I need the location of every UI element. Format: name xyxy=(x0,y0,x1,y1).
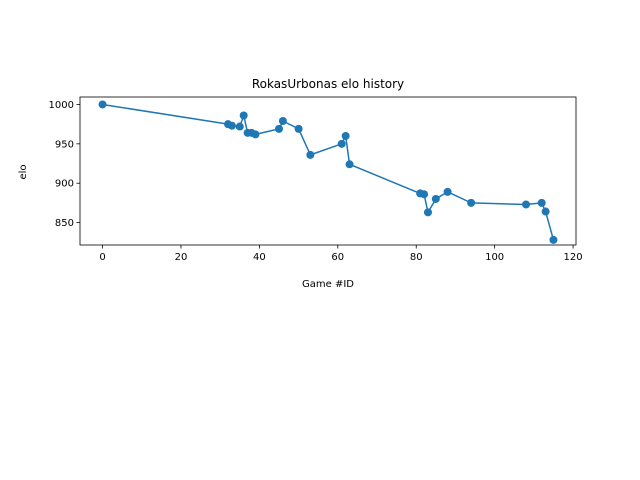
data-point xyxy=(341,131,350,140)
data-point xyxy=(549,235,558,244)
data-point xyxy=(239,111,248,120)
data-point xyxy=(522,200,531,209)
chart-title: RokasUrbonas elo history xyxy=(252,77,404,91)
data-point xyxy=(98,100,107,109)
data-point xyxy=(345,160,354,169)
x-tick-label: 40 xyxy=(253,252,266,263)
y-tick-label: 850 xyxy=(55,218,74,229)
data-point xyxy=(278,117,287,126)
data-point xyxy=(251,130,260,139)
y-tick-label: 1000 xyxy=(49,100,74,111)
data-point xyxy=(294,124,303,133)
y-axis-label: elo xyxy=(18,164,29,179)
x-axis-label: Game #ID xyxy=(302,279,354,290)
data-point xyxy=(443,187,452,196)
y-tick-label: 900 xyxy=(55,179,74,190)
x-tick-label: 20 xyxy=(175,252,188,263)
data-point xyxy=(306,150,315,159)
data-point xyxy=(467,198,476,207)
x-tick-label: 0 xyxy=(99,252,105,263)
data-point xyxy=(423,208,432,217)
data-point xyxy=(227,121,236,130)
data-point xyxy=(420,190,429,199)
x-tick-label: 60 xyxy=(331,252,344,263)
data-point xyxy=(235,122,244,131)
data-point xyxy=(431,194,440,203)
x-tick-label: 120 xyxy=(564,252,583,263)
plot-frame xyxy=(79,96,577,246)
y-tick-label: 950 xyxy=(55,139,74,150)
data-point xyxy=(541,207,550,216)
data-point xyxy=(274,124,283,133)
data-point xyxy=(337,139,346,148)
x-tick-label: 100 xyxy=(485,252,504,263)
x-tick-label: 80 xyxy=(410,252,423,263)
data-point xyxy=(537,198,546,207)
